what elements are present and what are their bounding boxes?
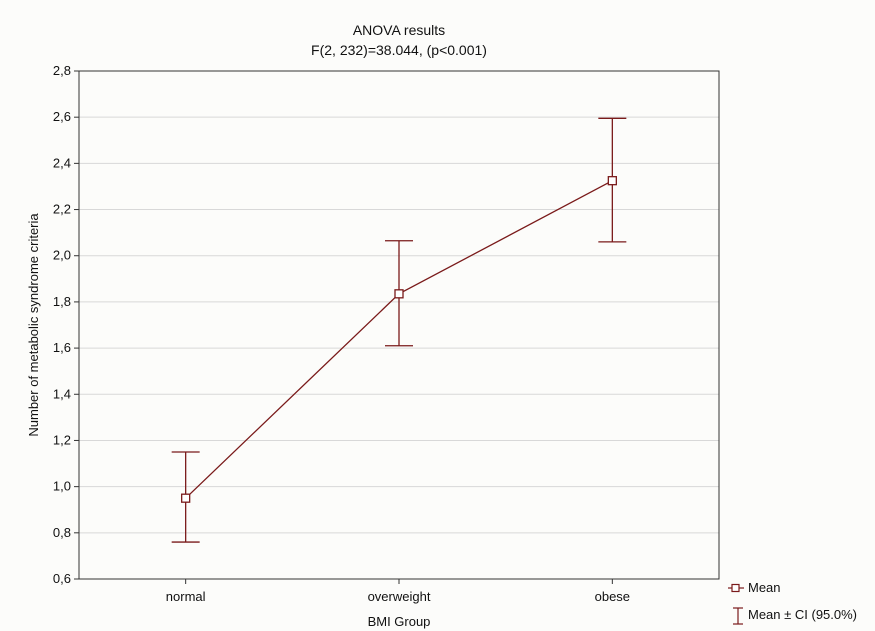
mean-marker [394,289,404,299]
legend: Mean Mean ± CI (95.0%) [728,580,857,625]
y-axis-label: Number of metabolic syndrome criteria [26,213,41,437]
legend-mean-marker [731,583,740,593]
y-tick-label: 2,8 [53,63,71,78]
y-tick-label: 1,0 [53,479,71,494]
y-tick-label: 2,6 [53,109,71,124]
y-tick-label: 2,0 [53,248,71,263]
x-tick-label: overweight [368,589,431,604]
chart-subtitle: F(2, 232)=38.044, (p<0.001) [311,42,487,58]
series-mean [171,117,627,543]
y-tick-label: 1,2 [53,432,71,447]
x-axis-label: BMI Group [368,614,431,629]
mean-marker [181,493,191,503]
y-tick-label: 0,8 [53,525,71,540]
legend-ci-label: Mean ± CI (95.0%) [748,607,857,622]
axes: 0,6 0,8 1,0 1,2 1,4 1,6 1,8 2,0 2,2 2,4 2,6 2,8 norm… [53,63,720,604]
y-tick-label: 0,6 [53,571,71,586]
x-tick-label: obese [595,589,630,604]
mean-marker [607,176,617,186]
y-tick-label: 2,4 [53,155,71,170]
y-tick-label: 1,6 [53,340,71,355]
y-tick-label: 1,4 [53,386,71,401]
y-tick-label: 2,2 [53,202,71,217]
chart-title: ANOVA results [352,22,446,38]
y-tick-label: 1,8 [53,294,71,309]
x-tick-label: normal [166,589,206,604]
legend-mean-label: Mean [748,580,781,595]
